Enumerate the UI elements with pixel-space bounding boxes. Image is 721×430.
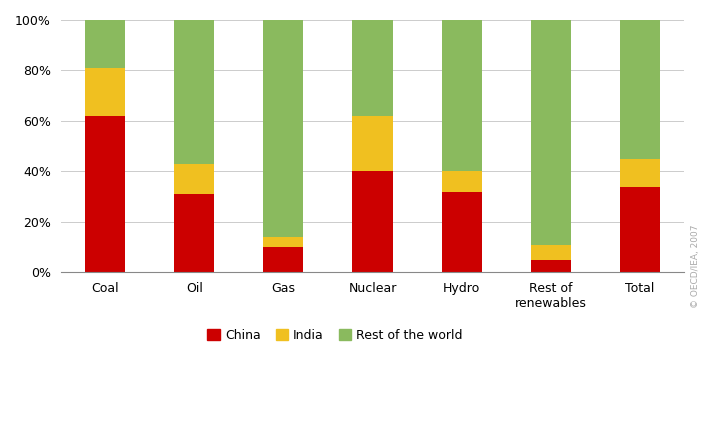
Bar <box>620 20 660 159</box>
Bar <box>174 194 214 272</box>
Bar <box>620 187 660 272</box>
Bar <box>85 68 125 116</box>
Bar <box>353 172 392 272</box>
Bar <box>353 116 392 172</box>
Bar <box>263 20 304 237</box>
Bar <box>263 247 304 272</box>
Bar <box>531 260 571 272</box>
Bar <box>441 20 482 172</box>
Bar <box>441 172 482 191</box>
Bar <box>441 191 482 272</box>
Bar <box>85 116 125 272</box>
Bar <box>620 159 660 187</box>
Legend: China, India, Rest of the world: China, India, Rest of the world <box>203 324 468 347</box>
Bar <box>85 20 125 68</box>
Bar <box>263 237 304 247</box>
Bar <box>531 245 571 260</box>
Bar <box>353 20 392 116</box>
Text: © OECD/IEA, 2007: © OECD/IEA, 2007 <box>691 225 700 308</box>
Bar <box>531 20 571 245</box>
Bar <box>174 20 214 164</box>
Bar <box>174 164 214 194</box>
